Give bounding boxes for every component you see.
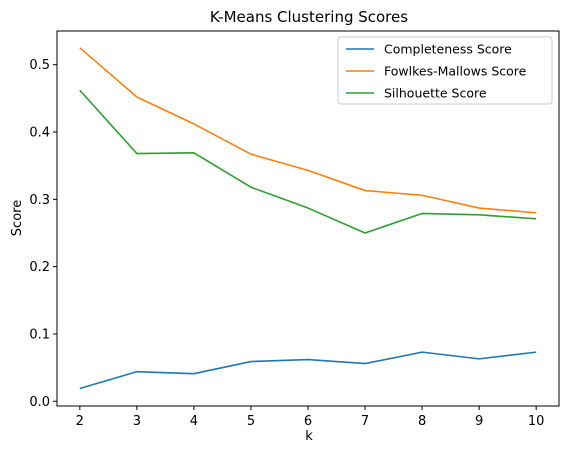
y-axis-label: Score	[10, 200, 25, 236]
y-tick-label: 0.3	[29, 193, 50, 208]
x-axis: 2 3 4 5 6 7 8 9 10	[76, 406, 545, 429]
y-tick-label: 0.2	[29, 260, 50, 275]
x-tick-label: 4	[190, 414, 198, 429]
x-tick-label: 8	[418, 414, 426, 429]
y-tick-label: 0.0	[29, 395, 50, 410]
series-line-0	[79, 351, 537, 390]
y-tick-label: 0.4	[29, 125, 50, 140]
y-axis: 0.0 0.1 0.2 0.3 0.4 0.5	[29, 58, 57, 410]
series-line-2	[79, 89, 537, 234]
series-line-1	[79, 47, 537, 214]
x-tick-label: 5	[247, 414, 255, 429]
chart-title: K-Means Clustering Scores	[210, 8, 408, 26]
legend-entry-0: Completeness Score	[384, 42, 512, 57]
plot-area	[79, 47, 537, 390]
x-axis-label: k	[305, 429, 313, 444]
y-tick-label: 0.5	[29, 58, 50, 73]
legend-box	[337, 36, 553, 105]
legend-entry-1: Fowlkes-Mallows Score	[384, 64, 527, 79]
x-tick-label: 10	[528, 414, 545, 429]
x-tick-label: 2	[76, 414, 84, 429]
x-tick-label: 3	[133, 414, 141, 429]
y-tick-label: 0.1	[29, 327, 50, 342]
legend: Completeness Score Fowlkes-Mallows Score S…	[337, 36, 553, 105]
legend-entry-2: Silhouette Score	[384, 86, 487, 101]
x-tick-label: 9	[475, 414, 483, 429]
x-tick-label: 7	[361, 414, 369, 429]
x-tick-label: 6	[304, 414, 312, 429]
